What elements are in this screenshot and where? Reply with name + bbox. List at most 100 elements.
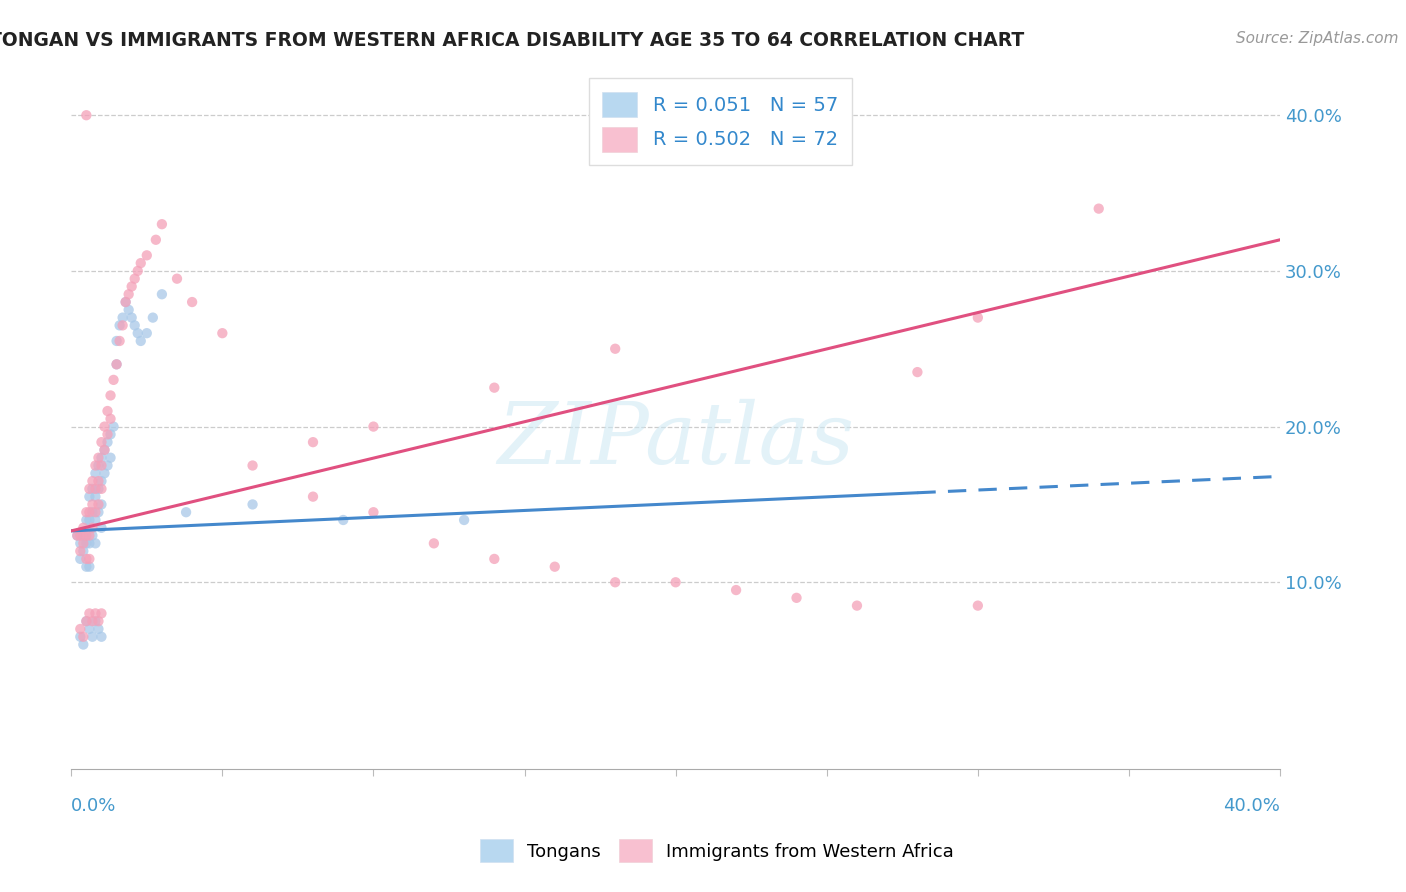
Point: [79, 505, 101, 519]
Text: 40.0%: 40.0%: [1223, 797, 1279, 815]
Point: [75, 559, 97, 574]
Point: [90, 474, 112, 488]
Point: [87, 505, 110, 519]
Text: Source: ZipAtlas.com: Source: ZipAtlas.com: [1236, 31, 1399, 46]
Point: [363, 505, 385, 519]
Point: [87, 498, 110, 512]
Point: [96, 458, 118, 473]
Point: [84, 513, 107, 527]
Point: [100, 388, 122, 402]
Point: [87, 450, 110, 465]
Point: [150, 217, 173, 231]
Point: [135, 326, 157, 341]
Point: [90, 435, 112, 450]
Point: [105, 357, 128, 371]
Point: [90, 450, 112, 465]
Point: [72, 536, 94, 550]
Point: [129, 256, 152, 270]
Legend: R = 0.051   N = 57, R = 0.502   N = 72: R = 0.051 N = 57, R = 0.502 N = 72: [589, 78, 852, 165]
Point: [124, 271, 146, 285]
Text: ZIPatlas: ZIPatlas: [498, 399, 855, 481]
Point: [84, 458, 107, 473]
Point: [905, 365, 928, 379]
Point: [87, 474, 110, 488]
Point: [90, 607, 112, 621]
Point: [484, 381, 506, 395]
Point: [75, 614, 97, 628]
Point: [484, 552, 506, 566]
Point: [96, 404, 118, 418]
Point: [66, 528, 89, 542]
Point: [145, 233, 167, 247]
Point: [166, 271, 188, 285]
Point: [108, 318, 131, 333]
Point: [127, 326, 149, 341]
Point: [87, 482, 110, 496]
Point: [72, 638, 94, 652]
Point: [72, 544, 94, 558]
Point: [75, 108, 97, 122]
Point: [114, 295, 136, 310]
Point: [605, 342, 627, 356]
Point: [75, 513, 97, 527]
Point: [79, 528, 101, 542]
Point: [69, 544, 91, 558]
Point: [121, 310, 143, 325]
Point: [75, 536, 97, 550]
Point: [66, 528, 89, 542]
Point: [87, 614, 110, 628]
Point: [82, 474, 104, 488]
Point: [79, 536, 101, 550]
Point: [135, 248, 157, 262]
Point: [1087, 202, 1109, 216]
Point: [82, 521, 104, 535]
Point: [96, 427, 118, 442]
Point: [96, 435, 118, 450]
Point: [181, 295, 204, 310]
Point: [69, 552, 91, 566]
Point: [150, 287, 173, 301]
Point: [114, 295, 136, 310]
Point: [111, 310, 134, 325]
Point: [93, 419, 115, 434]
Point: [84, 614, 107, 628]
Point: [211, 326, 233, 341]
Text: 0.0%: 0.0%: [72, 797, 117, 815]
Point: [111, 318, 134, 333]
Point: [79, 513, 101, 527]
Point: [84, 482, 107, 496]
Point: [103, 373, 125, 387]
Point: [142, 310, 165, 325]
Point: [84, 607, 107, 621]
Point: [108, 334, 131, 348]
Point: [665, 575, 688, 590]
Point: [302, 490, 325, 504]
Point: [242, 498, 264, 512]
Point: [75, 614, 97, 628]
Point: [90, 458, 112, 473]
Point: [302, 435, 325, 450]
Point: [725, 582, 748, 597]
Point: [82, 498, 104, 512]
Point: [100, 427, 122, 442]
Point: [84, 467, 107, 481]
Point: [100, 412, 122, 426]
Point: [75, 505, 97, 519]
Point: [72, 521, 94, 535]
Point: [69, 528, 91, 542]
Point: [93, 442, 115, 457]
Point: [69, 622, 91, 636]
Point: [79, 559, 101, 574]
Point: [129, 334, 152, 348]
Point: [79, 622, 101, 636]
Point: [105, 357, 128, 371]
Point: [118, 302, 141, 317]
Point: [87, 458, 110, 473]
Point: [786, 591, 808, 605]
Point: [79, 482, 101, 496]
Point: [127, 264, 149, 278]
Point: [90, 630, 112, 644]
Point: [82, 630, 104, 644]
Point: [82, 505, 104, 519]
Point: [79, 607, 101, 621]
